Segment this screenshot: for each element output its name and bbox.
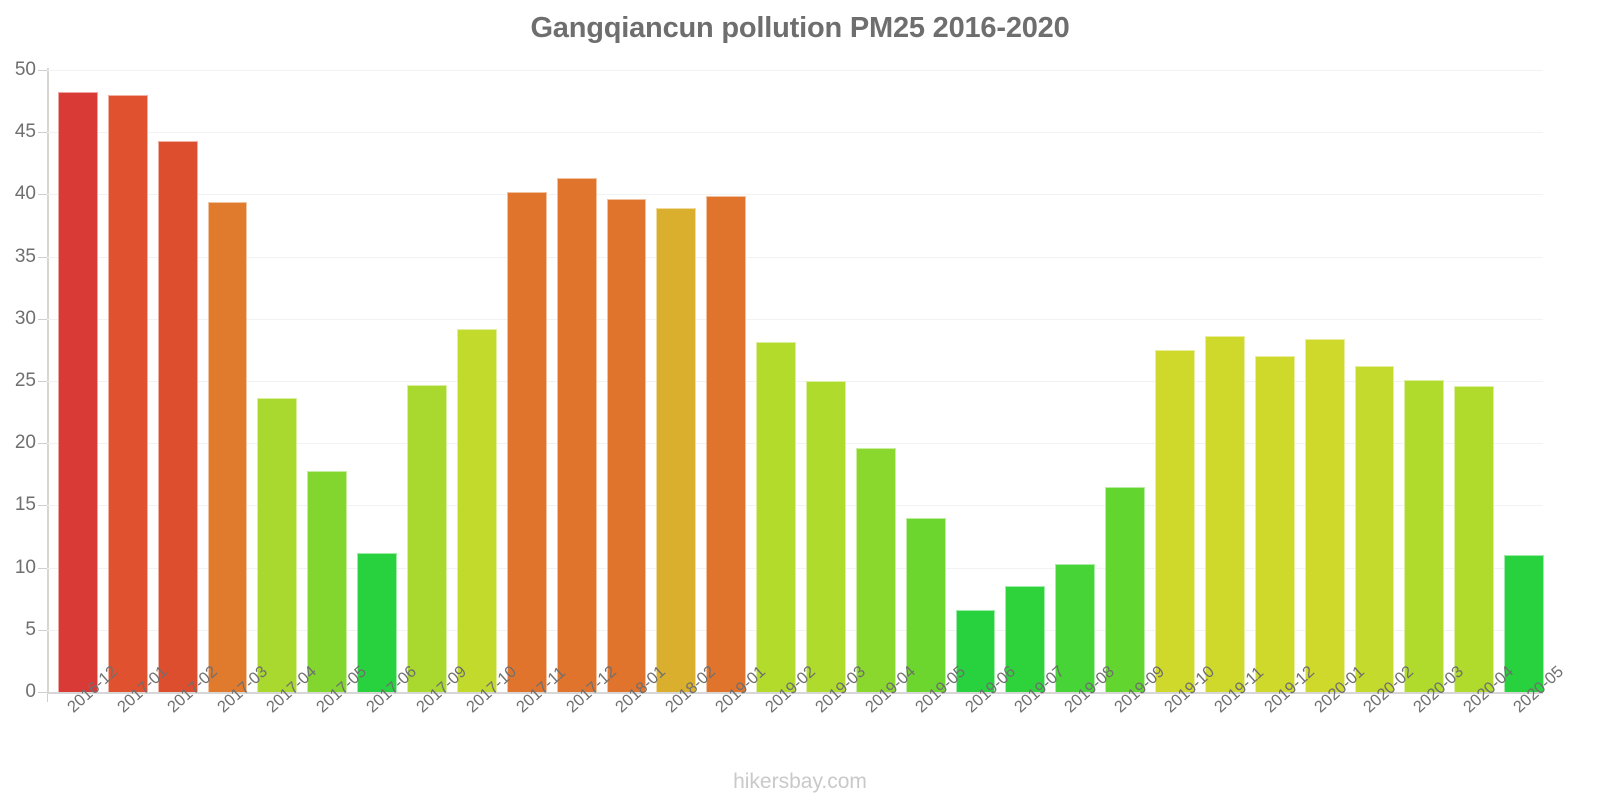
y-axis-tick bbox=[38, 256, 47, 258]
bar[interactable] bbox=[456, 328, 497, 692]
bar[interactable] bbox=[656, 208, 697, 692]
y-axis-tick-label: 25 bbox=[14, 370, 36, 391]
y-axis-tick bbox=[38, 381, 47, 382]
bar[interactable] bbox=[107, 94, 148, 692]
y-axis-tick bbox=[38, 567, 47, 569]
bar[interactable] bbox=[1005, 586, 1046, 692]
y-axis-tick bbox=[38, 629, 47, 631]
y-axis-tick bbox=[38, 70, 47, 71]
y-axis-tick bbox=[38, 443, 47, 445]
bar[interactable] bbox=[1504, 555, 1544, 692]
y-axis-tick bbox=[38, 132, 47, 134]
bar[interactable] bbox=[207, 201, 248, 692]
bar[interactable] bbox=[506, 191, 547, 692]
bar[interactable] bbox=[1155, 349, 1195, 692]
bar[interactable] bbox=[606, 199, 647, 692]
bar[interactable] bbox=[257, 398, 298, 692]
bar[interactable] bbox=[1204, 336, 1245, 692]
gridline-0 bbox=[47, 692, 1543, 694]
bar[interactable] bbox=[805, 381, 846, 692]
bar[interactable] bbox=[905, 517, 946, 692]
y-axis-tick-label: 40 bbox=[14, 183, 36, 205]
footer-credit: hikersbay.com bbox=[733, 770, 867, 793]
bar[interactable] bbox=[955, 609, 996, 692]
bar[interactable] bbox=[1454, 385, 1495, 692]
chart-title: Gangqiancun pollution PM25 2016-2020 bbox=[530, 12, 1070, 44]
plot-area bbox=[47, 70, 1544, 694]
y-axis-tick-label: 20 bbox=[14, 432, 36, 454]
y-axis-tick-label: 5 bbox=[25, 618, 36, 640]
gridline-45 bbox=[47, 132, 1543, 134]
bar[interactable] bbox=[1055, 563, 1096, 692]
bar[interactable] bbox=[1254, 356, 1295, 692]
bar[interactable] bbox=[706, 195, 747, 692]
bar[interactable] bbox=[157, 140, 198, 692]
bar[interactable] bbox=[1354, 366, 1395, 692]
y-axis-tick-label: 45 bbox=[14, 121, 36, 143]
bar[interactable] bbox=[1404, 379, 1445, 692]
y-axis-tick bbox=[38, 318, 47, 320]
bar[interactable] bbox=[556, 178, 597, 692]
x-axis-origin-tick bbox=[47, 692, 48, 702]
y-axis-tick-label: 10 bbox=[14, 556, 36, 578]
y-axis-tick-label: 15 bbox=[14, 494, 36, 516]
gridline-30 bbox=[47, 318, 1543, 320]
bar[interactable] bbox=[1105, 486, 1146, 692]
bar[interactable] bbox=[307, 470, 348, 692]
y-axis-tick bbox=[38, 505, 47, 507]
gridline-40 bbox=[47, 194, 1543, 196]
bar[interactable] bbox=[357, 552, 398, 692]
bar[interactable] bbox=[756, 342, 796, 692]
y-axis-tick-label: 50 bbox=[14, 59, 36, 80]
bar[interactable] bbox=[1304, 338, 1345, 692]
y-axis-tick bbox=[38, 692, 47, 693]
bar[interactable] bbox=[407, 384, 447, 692]
gridline-35 bbox=[47, 256, 1543, 258]
y-axis-tick-label: 35 bbox=[14, 245, 36, 267]
bar[interactable] bbox=[57, 92, 98, 692]
gridline-50 bbox=[47, 70, 1543, 71]
bar[interactable] bbox=[855, 448, 896, 692]
y-axis-tick-label: 30 bbox=[14, 307, 36, 329]
y-axis-tick bbox=[38, 194, 47, 196]
